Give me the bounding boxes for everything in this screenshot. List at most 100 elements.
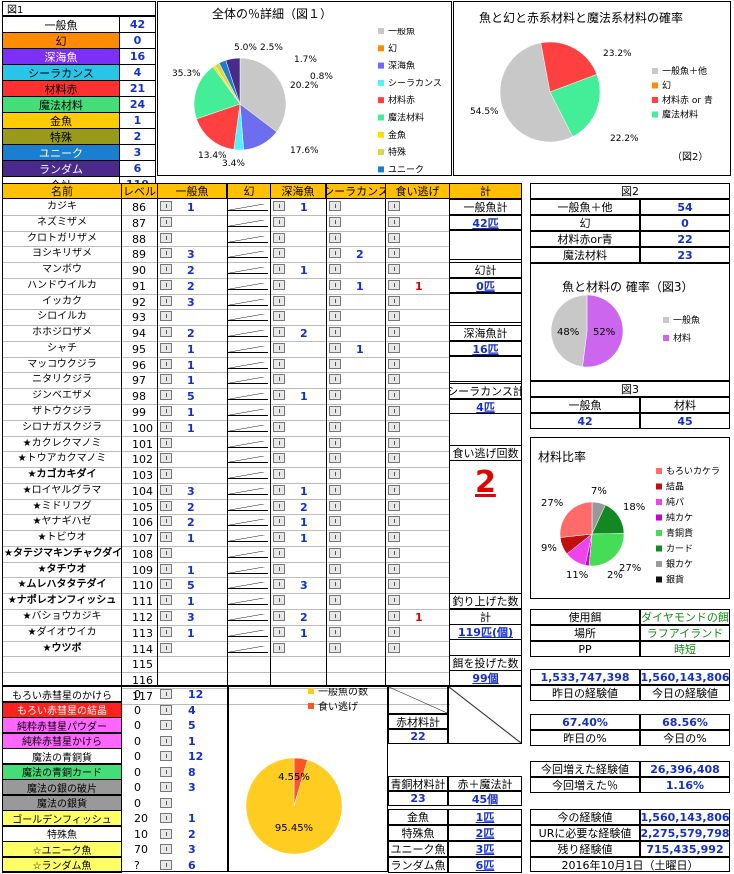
spinner-icon[interactable] [273, 516, 285, 527]
spinner-icon[interactable] [329, 595, 341, 606]
spinner-icon[interactable] [273, 642, 285, 653]
spinner-icon[interactable] [388, 453, 400, 464]
spinner-icon[interactable] [329, 374, 341, 385]
spinner-icon[interactable] [329, 327, 341, 338]
spinner-icon[interactable] [273, 595, 285, 606]
spinner-icon[interactable] [160, 751, 172, 761]
spinner-icon[interactable] [160, 264, 172, 275]
spinner-icon[interactable] [388, 469, 400, 480]
spinner-icon[interactable] [273, 201, 285, 211]
spinner-icon[interactable] [273, 579, 285, 590]
spinner-icon[interactable] [160, 735, 172, 746]
spinner-icon[interactable] [273, 248, 285, 259]
spinner-icon[interactable] [329, 642, 341, 653]
spinner-icon[interactable] [160, 611, 172, 622]
spinner-icon[interactable] [273, 563, 285, 574]
spinner-icon[interactable] [329, 626, 341, 637]
spinner-icon[interactable] [160, 295, 172, 306]
spinner-icon[interactable] [388, 358, 400, 369]
spinner-icon[interactable] [329, 358, 341, 369]
spinner-icon[interactable] [273, 437, 285, 448]
spinner-icon[interactable] [329, 232, 341, 243]
spinner-icon[interactable] [329, 201, 341, 211]
spinner-icon[interactable] [160, 484, 172, 495]
spinner-icon[interactable] [329, 264, 341, 275]
spinner-icon[interactable] [273, 374, 285, 385]
spinner-icon[interactable] [160, 547, 172, 558]
spinner-icon[interactable] [388, 342, 400, 353]
spinner-icon[interactable] [160, 453, 172, 464]
spinner-icon[interactable] [160, 390, 172, 401]
spinner-icon[interactable] [160, 342, 172, 353]
spinner-icon[interactable] [388, 642, 400, 653]
spinner-icon[interactable] [388, 406, 400, 416]
spinner-icon[interactable] [329, 516, 341, 527]
spinner-icon[interactable] [273, 358, 285, 369]
spinner-icon[interactable] [160, 358, 172, 369]
spinner-icon[interactable] [273, 421, 285, 432]
spinner-icon[interactable] [160, 437, 172, 448]
spinner-icon[interactable] [273, 626, 285, 637]
spinner-icon[interactable] [388, 500, 400, 511]
spinner-icon[interactable] [388, 595, 400, 606]
spinner-icon[interactable] [160, 532, 172, 543]
spinner-icon[interactable] [160, 374, 172, 385]
spinner-icon[interactable] [388, 264, 400, 275]
spinner-icon[interactable] [388, 421, 400, 432]
spinner-icon[interactable] [160, 216, 172, 227]
spinner-icon[interactable] [329, 216, 341, 227]
spinner-icon[interactable] [160, 595, 172, 606]
spinner-icon[interactable] [273, 406, 285, 416]
spinner-icon[interactable] [160, 248, 172, 259]
spinner-icon[interactable] [273, 311, 285, 322]
spinner-icon[interactable] [160, 642, 172, 653]
spinner-icon[interactable] [160, 797, 172, 808]
spinner-icon[interactable] [160, 279, 172, 290]
spinner-icon[interactable] [160, 828, 172, 839]
spinner-icon[interactable] [388, 232, 400, 243]
spinner-icon[interactable] [273, 342, 285, 353]
spinner-icon[interactable] [329, 406, 341, 416]
spinner-icon[interactable] [329, 342, 341, 353]
spinner-icon[interactable] [388, 295, 400, 306]
spinner-icon[interactable] [273, 547, 285, 558]
spinner-icon[interactable] [388, 626, 400, 637]
spinner-icon[interactable] [388, 248, 400, 259]
spinner-icon[interactable] [329, 469, 341, 480]
spinner-icon[interactable] [160, 720, 172, 730]
spinner-icon[interactable] [329, 437, 341, 448]
spinner-icon[interactable] [388, 216, 400, 227]
spinner-icon[interactable] [329, 248, 341, 259]
spinner-icon[interactable] [160, 704, 172, 715]
spinner-icon[interactable] [160, 406, 172, 416]
spinner-icon[interactable] [329, 311, 341, 322]
spinner-icon[interactable] [388, 374, 400, 385]
spinner-icon[interactable] [160, 626, 172, 637]
spinner-icon[interactable] [329, 547, 341, 558]
spinner-icon[interactable] [388, 516, 400, 527]
spinner-icon[interactable] [160, 689, 172, 699]
spinner-icon[interactable] [160, 327, 172, 338]
spinner-icon[interactable] [329, 421, 341, 432]
spinner-icon[interactable] [160, 782, 172, 792]
spinner-icon[interactable] [160, 232, 172, 243]
spinner-icon[interactable] [273, 232, 285, 243]
spinner-icon[interactable] [388, 484, 400, 495]
spinner-icon[interactable] [273, 295, 285, 306]
spinner-icon[interactable] [273, 327, 285, 338]
spinner-icon[interactable] [329, 611, 341, 622]
spinner-icon[interactable] [160, 859, 172, 870]
spinner-icon[interactable] [388, 547, 400, 558]
spinner-icon[interactable] [160, 844, 172, 854]
spinner-icon[interactable] [273, 469, 285, 480]
spinner-icon[interactable] [160, 500, 172, 511]
spinner-icon[interactable] [329, 563, 341, 574]
spinner-icon[interactable] [388, 563, 400, 574]
spinner-icon[interactable] [388, 279, 400, 290]
spinner-icon[interactable] [388, 311, 400, 322]
spinner-icon[interactable] [160, 311, 172, 322]
spinner-icon[interactable] [329, 295, 341, 306]
spinner-icon[interactable] [160, 201, 172, 211]
spinner-icon[interactable] [388, 579, 400, 590]
spinner-icon[interactable] [273, 500, 285, 511]
